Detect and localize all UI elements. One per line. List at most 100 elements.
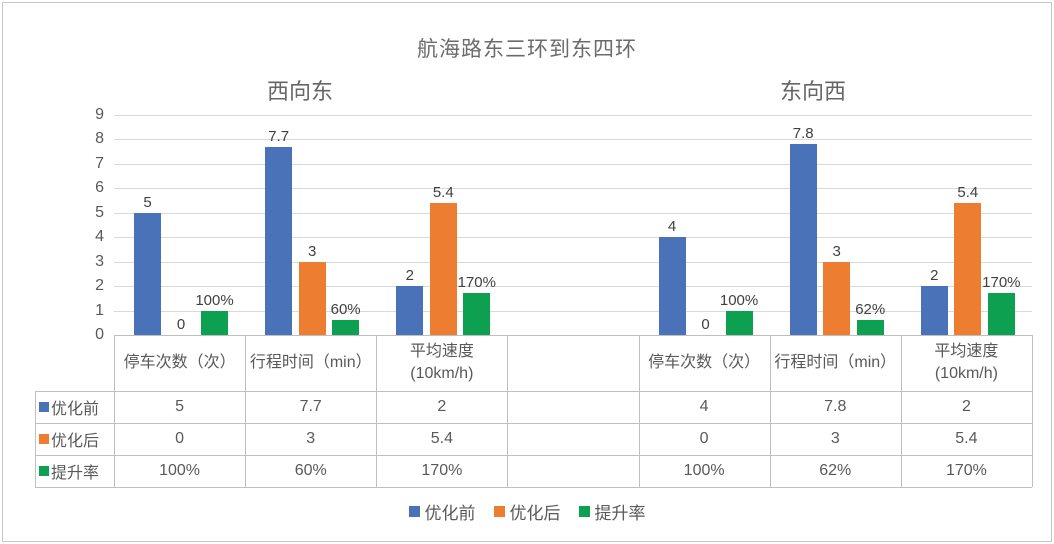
bar-data-label: 0 (701, 316, 710, 333)
y-tick-label: 9 (95, 106, 104, 123)
legend-label: 提升率 (594, 504, 646, 523)
legend-swatch (493, 506, 505, 517)
bar-data-label: 5.4 (957, 184, 979, 201)
bar-rate (332, 320, 360, 335)
bar-after (954, 203, 982, 335)
y-tick-label: 2 (95, 277, 104, 295)
category-header: 行程时间（min） (249, 354, 372, 372)
bar-rate (856, 319, 884, 335)
bar-before (920, 286, 948, 335)
bar-data-label: 62% (855, 300, 886, 318)
table-cell: 100% (159, 462, 201, 479)
table-border (1032, 335, 1033, 487)
y-tick-label: 1 (95, 301, 104, 319)
table-row-header: 优化后 (36, 423, 113, 455)
table-row-header: 优化前 (36, 391, 113, 423)
bar-data-label: 100% (719, 291, 759, 309)
bar-before (396, 286, 424, 335)
table-cell: 5.4 (430, 430, 453, 447)
y-tick-label: 7 (95, 154, 104, 172)
series-key-swatch (39, 434, 49, 444)
table-cell: 60% (294, 462, 327, 479)
series-name: 优化前 (51, 401, 100, 418)
table-cell: 2 (437, 398, 447, 415)
legend-swatch (578, 506, 590, 517)
table-border (769, 335, 771, 487)
table-cell: 100% (683, 462, 725, 479)
table-cell: 7.8 (824, 398, 847, 415)
table-border (35, 391, 1032, 392)
bar-data-label: 4 (667, 218, 677, 236)
bar-data-label: 170% (457, 274, 496, 292)
category-header: 平均速度 (10km/h) (409, 343, 474, 382)
gridline (114, 115, 1032, 116)
y-tick-label: 4 (95, 228, 104, 246)
legend-label: 优化前 (424, 504, 476, 523)
bar-rate (987, 293, 1015, 335)
table-cell: 0 (175, 430, 185, 447)
bar-after (429, 203, 457, 335)
bar-rate (725, 310, 753, 335)
gridline (114, 163, 1032, 165)
series-name: 提升率 (51, 465, 100, 482)
bar-data-label: 0 (176, 316, 186, 333)
series-key-swatch (39, 402, 49, 412)
table-cell: 170% (421, 462, 463, 479)
gridline (114, 310, 1032, 312)
table-row-header: 提升率 (36, 455, 113, 487)
table-border (376, 335, 378, 487)
bar-data-label: 2 (930, 267, 939, 285)
bar-before (789, 144, 817, 335)
table-border (245, 335, 247, 487)
y-tick-label: 5 (95, 203, 104, 221)
bar-data-label: 2 (405, 267, 414, 285)
x-axis-line (114, 335, 1032, 336)
group-title-east-to-west: 东向西 (779, 79, 847, 104)
series-name: 优化后 (51, 433, 100, 450)
table-border (114, 335, 115, 487)
bar-before (134, 212, 161, 335)
table-cell: 4 (699, 398, 709, 415)
bar-data-label: 5 (143, 193, 152, 211)
gridline (114, 139, 1032, 141)
bar-data-label: 170% (982, 274, 1021, 292)
table-border (35, 423, 1032, 424)
legend-item: 优化前 (408, 499, 476, 524)
y-tick-label: 0 (95, 326, 104, 343)
bar-data-label: 5.4 (432, 184, 454, 201)
series-key-swatch (39, 466, 49, 476)
category-header: 行程时间（min） (774, 354, 897, 372)
bar-rate (201, 310, 228, 335)
bar-before (658, 237, 686, 335)
gridline (114, 188, 1032, 190)
table-cell: 5.4 (955, 430, 978, 447)
gridline (114, 286, 1032, 288)
bar-data-label: 100% (195, 291, 234, 309)
bar-data-label: 3 (307, 242, 317, 260)
table-cell: 7.7 (299, 398, 322, 415)
legend-swatch (408, 506, 420, 517)
legend-item: 优化后 (493, 499, 561, 524)
legend-label: 优化后 (509, 504, 561, 523)
bar-data-label: 3 (832, 242, 841, 260)
bar-after (298, 261, 326, 335)
bar-rate (463, 293, 491, 335)
category-header: 停车次数（次） (123, 354, 236, 372)
bar-before (265, 146, 293, 335)
legend-item: 提升率 (578, 499, 646, 524)
gridline (114, 237, 1032, 239)
bar-after (823, 261, 851, 335)
table-cell: 170% (945, 462, 987, 479)
table-cell: 5 (175, 398, 185, 415)
table-border (900, 335, 902, 487)
gridline (114, 261, 1032, 263)
bar-data-label: 7.7 (268, 127, 290, 145)
table-cell: 0 (699, 430, 709, 447)
category-header: 平均速度 (10km/h) (934, 343, 999, 382)
table-border (35, 391, 36, 487)
table-border (35, 487, 1032, 488)
group-title-west-to-east: 西向东 (266, 79, 334, 104)
y-tick-label: 8 (95, 130, 104, 148)
table-border (638, 335, 640, 487)
